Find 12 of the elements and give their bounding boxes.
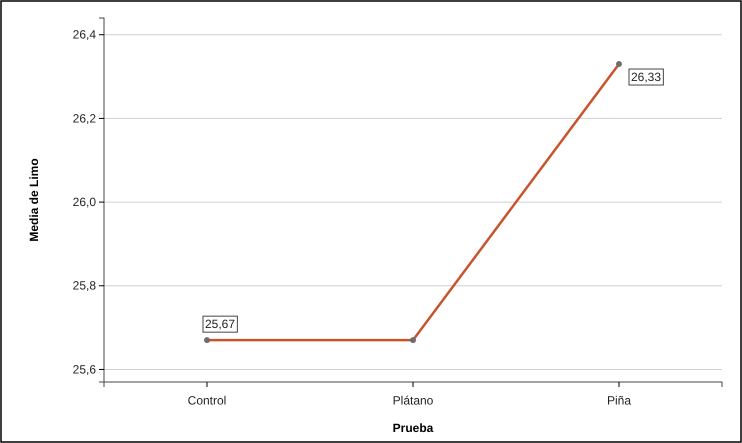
y-tick-label: 26,2 xyxy=(72,111,96,126)
y-tick-label: 25,8 xyxy=(72,278,96,293)
x-tick-label: Plátano xyxy=(392,393,434,408)
y-tick-label: 25,6 xyxy=(72,362,96,376)
x-tick-label: Piña xyxy=(606,393,632,408)
y-axis-title: Media de Limo xyxy=(27,158,41,242)
y-tick-label: 26,4 xyxy=(72,28,96,42)
x-axis-title: Prueba xyxy=(392,421,434,435)
data-label: 26,33 xyxy=(631,70,662,84)
x-tick-label: Control xyxy=(188,393,226,408)
y-tick-label: 26,0 xyxy=(72,194,96,209)
data-label: 25,67 xyxy=(205,317,236,332)
